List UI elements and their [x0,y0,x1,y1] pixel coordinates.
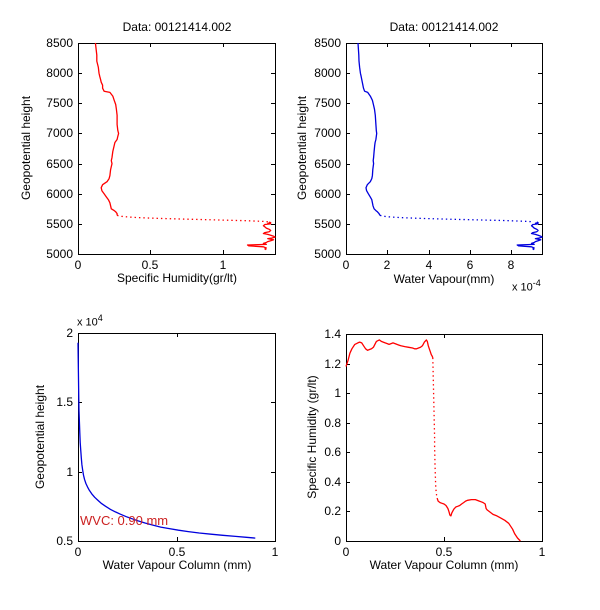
sp4-xtick-label-1: 1 [538,545,546,559]
sp4-ytick-label-0.2: 0.2 [324,504,341,518]
humidity-profile-upper [94,42,120,216]
sh-vs-wvc-lower [436,497,521,542]
sp1-ytick-label-5000: 5000 [46,247,73,261]
sp4-ytick-label-0: 0 [334,534,341,548]
subplot4-xaxis-label: Water Vapour Column (mm) [369,558,519,572]
sp4-ytick-label-0.6: 0.6 [324,445,341,459]
wvc-value-annotation: WVC: 0.90 mm [80,513,169,528]
exponent-power: 4 [97,313,103,323]
sp4-ytick-label-0.4: 0.4 [324,475,341,489]
sp4-ytick-label-1: 1 [334,386,341,400]
wvc-height-curve [77,342,256,539]
subplot1-xaxis-label: Specific Humidity(gr/lt) [116,271,238,285]
sp1-xtick-label-0.5: 0.5 [141,258,159,272]
sp3-axes-box [78,333,276,542]
sp2-ytick-label-6500: 6500 [314,157,341,171]
subplot3-xaxis-label: Water Vapour Column (mm) [102,558,252,572]
sp2-ytick-label-6000: 6000 [314,187,341,201]
sp2-ytick-label-5000: 5000 [314,247,341,261]
subplot1-yaxis-label: Geopotential height [19,95,33,201]
subplot3-yaxis-label: Geopotential height [33,384,47,490]
sp4-ytick-label-1.2: 1.2 [324,357,341,371]
sp3-ytick-label-2: 2 [66,326,73,340]
sp2-ytick-label-7500: 7500 [314,96,341,110]
sp4-xtick-label-0.5: 0.5 [435,545,453,559]
sp4-ytick-label-1.4: 1.4 [324,327,341,341]
sp1-xtick-label-0: 0 [74,258,82,272]
sp2-ytick-label-5500: 5500 [314,217,341,231]
subplot1-title: Data: 00121414.002 [122,20,232,34]
subplot2-title: Data: 00121414.002 [389,20,499,34]
vapour-profile-upper [357,42,381,216]
sp4-xtick-label-0: 0 [342,545,350,559]
sp2-ytick-label-8000: 8000 [314,66,341,80]
sp3-ytick-label-1.5: 1.5 [56,395,73,409]
exponent-base: x 10 [512,281,533,294]
sp3-xtick-label-1: 1 [271,545,279,559]
exponent-power: -4 [532,278,541,288]
sp1-axes-box [78,43,276,255]
subplot3-yaxis-exponent: x 104 [77,312,103,330]
sp2-xtick-label-0: 0 [342,258,350,272]
sp2-xtick-label-2: 2 [383,258,391,272]
sp4-axes-box [346,334,543,542]
subplot2-xaxis-label: Water Vapour(mm) [393,272,495,286]
exponent-base: x 10 [77,316,98,329]
humidity-profile-lower [246,221,276,251]
sp3-ytick-label-1: 1 [66,465,73,479]
sp1-ytick-label-6000: 6000 [46,187,73,201]
sp2-ytick-label-8500: 8500 [314,36,341,50]
sh-vs-wvc-upper [345,339,434,367]
sp1-ytick-label-7500: 7500 [46,96,73,110]
sp2-xtick-label-8: 8 [507,258,515,272]
sp4-ytick-label-0.8: 0.8 [324,416,341,430]
vapour-profile-transition [379,214,534,223]
sp2-xtick-label-6: 6 [466,258,474,272]
sp3-xtick-label-0.5: 0.5 [168,545,186,559]
sp3-ytick-label-0.5: 0.5 [56,534,73,548]
subplot2-xaxis-exponent: x 10-4 [512,277,541,295]
sp2-axes-box [346,43,543,255]
sp1-xtick-label-1: 1 [219,258,227,272]
vapour-profile-lower [516,221,543,251]
sp2-ytick-label-7000: 7000 [314,126,341,140]
sp1-ytick-label-5500: 5500 [46,217,73,231]
sp1-ytick-label-6500: 6500 [46,157,73,171]
sh-vs-wvc-drop [432,357,438,499]
humidity-profile-transition [116,214,270,223]
sp2-xtick-label-4: 4 [425,258,433,272]
sp1-ytick-label-7000: 7000 [46,126,73,140]
sp1-ytick-label-8000: 8000 [46,66,73,80]
sp3-xtick-label-0: 0 [74,545,82,559]
sp1-ytick-label-8500: 8500 [46,36,73,50]
